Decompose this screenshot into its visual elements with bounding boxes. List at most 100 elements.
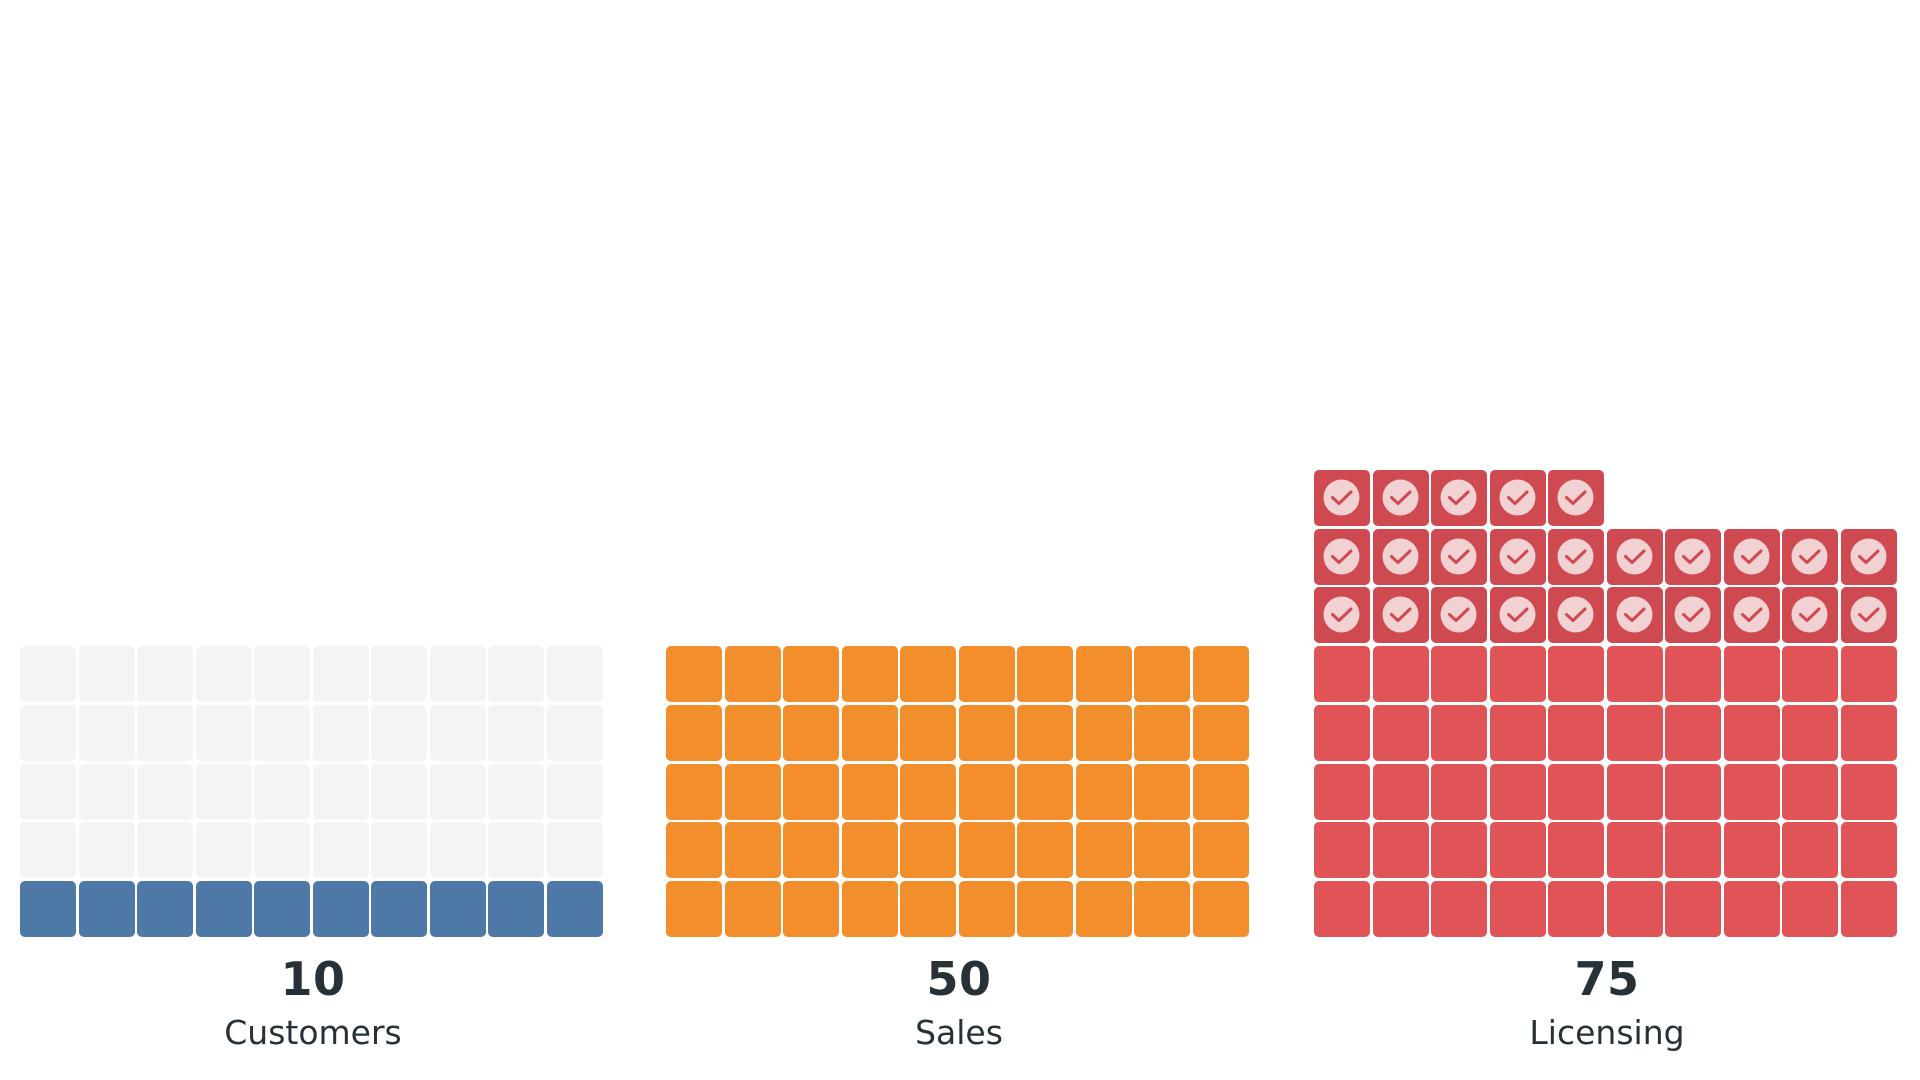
waffle-cell-filled [724,822,781,879]
check-circle-icon [1791,596,1828,633]
waffle-cell-filled [254,881,310,937]
waffle-cell-checked [1431,528,1487,585]
waffle-cell-filled [1548,646,1604,702]
waffle-cell-empty [78,822,135,879]
check-circle-icon [1382,538,1418,574]
waffle-cell-filled [1489,704,1546,761]
waffle-cell-empty [371,822,427,879]
waffle-cell-checked [1431,587,1487,644]
check-circle-icon [1499,596,1535,633]
check-circle-icon [1440,596,1477,633]
waffle-cell-filled [1134,646,1190,702]
waffle-cell-filled [1075,763,1132,820]
waffle-cell-filled [1372,704,1429,761]
waffle-cell-filled [312,881,369,937]
waffle-cell-filled [78,881,135,937]
waffle-cell-filled [1665,763,1721,820]
waffle-cell-filled [1372,763,1429,820]
waffle-cell-checked [1372,469,1429,526]
waffle-cell-filled [666,646,722,702]
check-circle-icon [1733,538,1769,574]
waffle-cell-empty [312,704,369,761]
waffle-cell-empty [20,763,76,820]
waffle-cell-filled [1314,646,1370,702]
waffle-cell-filled [1134,704,1190,761]
waffle-cell-empty [371,646,427,702]
waffle-cell-empty [312,646,369,702]
waffle-label: Sales [915,1013,1003,1052]
check-circle-icon [1323,479,1360,516]
waffle-cell-empty [429,822,486,879]
waffle-cell-filled [958,646,1015,702]
waffle-cell-filled [724,646,781,702]
waffle-cell-filled [1431,822,1487,879]
waffle-cell-filled [1017,704,1073,761]
waffle-cell-empty [371,763,427,820]
check-circle-icon [1382,479,1418,516]
waffle-cell-filled [1314,704,1370,761]
waffle-cell-filled [1489,822,1546,879]
waffle-cell-filled [137,881,193,937]
waffle-cell-empty [488,646,544,702]
waffle-cell-empty [312,822,369,879]
waffle-cell-filled [1840,822,1897,879]
waffle-cell-filled [1606,881,1663,937]
waffle-cell-filled [1075,646,1132,702]
waffle-cell-filled [958,704,1015,761]
waffle-cell-empty [546,822,603,879]
waffle-cell-filled [1723,881,1780,937]
check-circle-icon [1616,538,1652,574]
waffle-cell-checked [1372,587,1429,644]
check-circle-icon [1323,596,1360,633]
waffle-cell-empty [137,763,193,820]
waffle-cell-filled [1431,646,1487,702]
waffle-cell-filled [1192,881,1249,937]
check-circle-icon [1499,479,1535,516]
waffle-cell-empty [78,763,135,820]
waffle-cell-filled [1606,704,1663,761]
waffle-cell-filled [1134,881,1190,937]
check-circle-icon [1557,538,1594,574]
waffle-cell-filled [1017,822,1073,879]
waffle-cell-filled [900,704,956,761]
waffle-cell-empty [20,646,76,702]
waffle-cell-filled [1606,646,1663,702]
waffle-cell-filled [1782,881,1838,937]
waffle-cell-filled [841,646,898,702]
waffle-cell-filled [1489,881,1546,937]
check-circle-icon [1616,596,1652,633]
check-circle-icon [1557,596,1594,633]
waffle-value: 10 [280,952,346,1006]
waffle-cell-checked [1548,528,1604,585]
waffle-cell-filled [1840,881,1897,937]
waffle-cell-filled [1075,704,1132,761]
waffle-cell-empty [429,704,486,761]
check-circle-icon [1440,479,1477,516]
waffle-cell-empty [137,704,193,761]
waffle-cell-filled [1314,822,1370,879]
waffle-cell-filled [429,881,486,937]
waffle-cell-checked [1840,528,1897,585]
waffle-cell-empty [195,704,252,761]
waffle-cell-filled [1840,646,1897,702]
waffle-cell-filled [841,881,898,937]
waffle-cell-empty [254,704,310,761]
waffle-cell-filled [1840,763,1897,820]
waffle-cell-checked [1548,469,1604,526]
waffle-cell-filled [900,646,956,702]
waffle-cell-empty [137,822,193,879]
waffle-cell-filled [488,881,544,937]
waffle-cell-checked [1489,587,1546,644]
waffle-cell-checked [1782,587,1838,644]
waffle-cell-filled [1665,704,1721,761]
waffle-cell-empty [488,704,544,761]
waffle-cell-filled [1548,704,1604,761]
waffle-cell-filled [1665,646,1721,702]
check-circle-icon [1850,538,1886,574]
waffle-cell-empty [429,646,486,702]
waffle-cell-filled [1372,646,1429,702]
waffle-cell-empty [78,646,135,702]
waffle-cell-empty [195,646,252,702]
waffle-cell-checked [1489,469,1546,526]
waffle-cell-filled [1431,881,1487,937]
